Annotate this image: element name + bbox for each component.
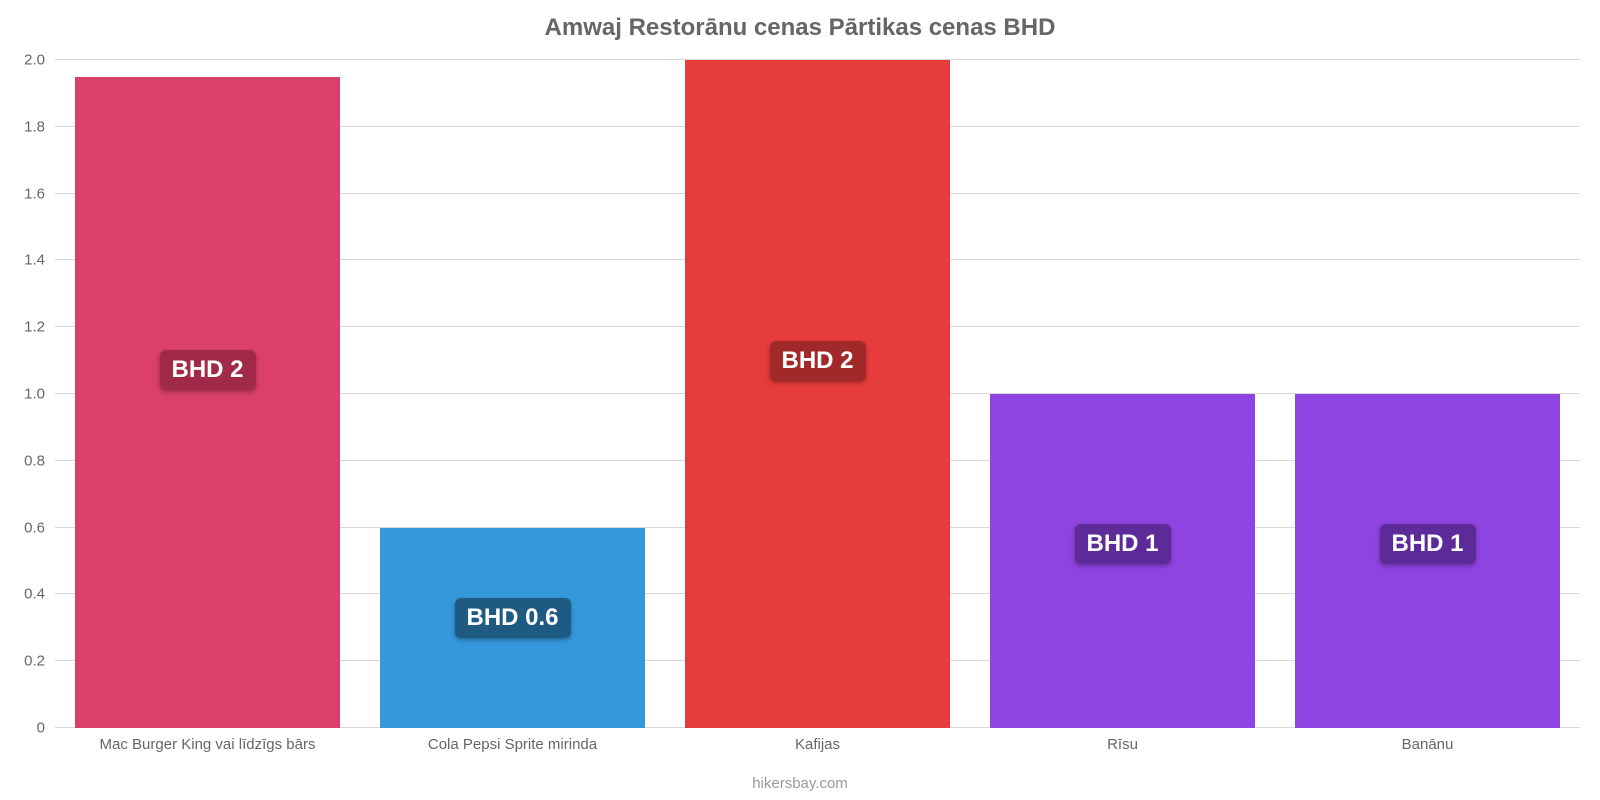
watermark: hikersbay.com [752, 775, 848, 792]
y-axis-tick: 1.4 [24, 252, 45, 269]
bar-value-label: BHD 1 [1379, 524, 1475, 564]
chart-title: Amwaj Restorānu cenas Pārtikas cenas BHD [0, 0, 1600, 42]
y-axis-tick: 1.2 [24, 319, 45, 336]
y-axis-tick: 1.6 [24, 185, 45, 202]
x-axis-tick: Mac Burger King vai līdzīgs bārs [100, 736, 316, 753]
y-axis-tick: 0.6 [24, 519, 45, 536]
x-axis-tick: Rīsu [1107, 736, 1138, 753]
y-axis-tick: 0 [37, 720, 45, 737]
y-axis-tick: 0.4 [24, 586, 45, 603]
y-axis-tick: 0.2 [24, 653, 45, 670]
bar-value-label: BHD 1 [1074, 524, 1170, 564]
plot-area: 00.20.40.60.81.01.21.41.61.82.0Mac Burge… [55, 60, 1580, 728]
bar [685, 60, 950, 728]
x-axis-tick: Cola Pepsi Sprite mirinda [428, 736, 597, 753]
x-axis-tick: Kafijas [795, 736, 840, 753]
bar [75, 77, 340, 728]
y-axis-tick: 0.8 [24, 452, 45, 469]
x-axis-tick: Banānu [1402, 736, 1454, 753]
bar-value-label: BHD 0.6 [454, 598, 570, 638]
y-axis-tick: 1.0 [24, 386, 45, 403]
y-axis-tick: 1.8 [24, 118, 45, 135]
bar-value-label: BHD 2 [769, 341, 865, 381]
y-axis-tick: 2.0 [24, 52, 45, 69]
bar-value-label: BHD 2 [159, 350, 255, 390]
